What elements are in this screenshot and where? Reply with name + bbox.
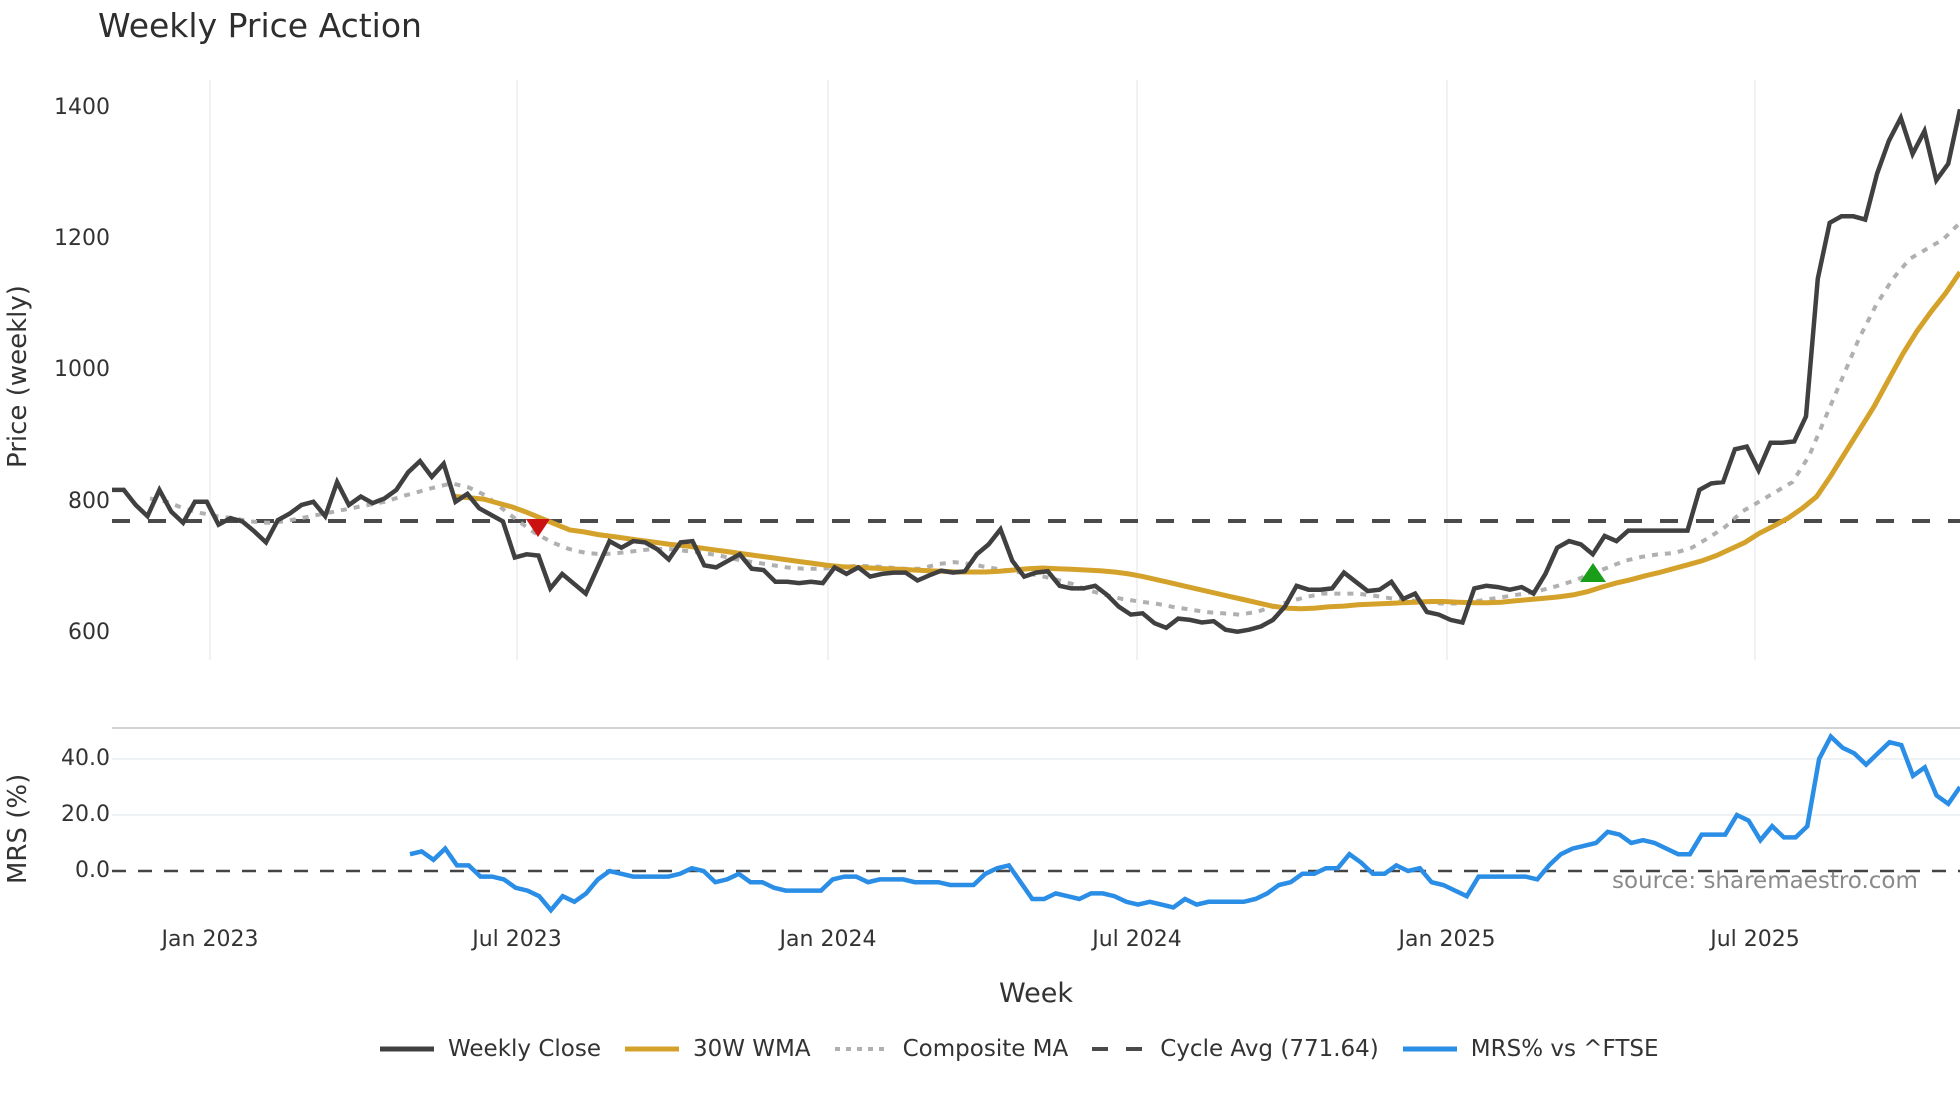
legend-label: 30W WMA: [692, 1036, 811, 1062]
price-ytick-1200: 1200: [54, 226, 110, 251]
source-attribution: source: sharemaestro.com: [1612, 868, 1918, 894]
chart-title: Weekly Price Action: [98, 6, 422, 45]
xtick-jan-2024: Jan 2024: [779, 927, 877, 952]
dashed-line-icon: [1092, 1047, 1147, 1051]
buy-signal-marker: [1580, 563, 1606, 582]
weekly-close-line: [112, 108, 1960, 634]
price-ytick-1000: 1000: [54, 357, 110, 382]
legend: Weekly Close 30W WMA Composite MA Cycle …: [378, 1036, 1681, 1062]
price-gridlines: [209, 80, 1756, 660]
price-ytick-600: 600: [68, 620, 110, 645]
composite-ma-line: [149, 221, 1960, 617]
xtick-jan-2025: Jan 2025: [1398, 927, 1496, 952]
legend-label: Cycle Avg (771.64): [1160, 1036, 1379, 1062]
mrs-gridlines: [112, 758, 1960, 816]
xtick-jul-2023: Jul 2023: [472, 927, 562, 952]
mrs-ytick-20: 20.0: [61, 802, 110, 827]
legend-item-composite-ma[interactable]: Composite MA: [833, 1036, 1069, 1062]
mrs-ytick-0: 0.0: [75, 858, 110, 883]
wma-line: [454, 270, 1960, 612]
solid-line-icon: [624, 1046, 679, 1052]
legend-item-mrs[interactable]: MRS% vs ^FTSE: [1401, 1036, 1659, 1062]
legend-label: Composite MA: [902, 1036, 1069, 1062]
dotted-line-icon: [834, 1047, 889, 1051]
solid-line-icon: [380, 1046, 434, 1052]
mrs-line: [409, 732, 1960, 914]
mrs-ytick-40: 40.0: [61, 746, 110, 771]
xtick-jan-2023: Jan 2023: [161, 927, 259, 952]
legend-item-cycle-avg[interactable]: Cycle Avg (771.64): [1090, 1036, 1379, 1062]
legend-label: Weekly Close: [448, 1036, 601, 1062]
legend-item-30w-wma[interactable]: 30W WMA: [623, 1036, 811, 1062]
sell-signal-marker: [526, 519, 550, 537]
xtick-jul-2025: Jul 2025: [1710, 927, 1800, 952]
price-ytick-1400: 1400: [54, 95, 110, 120]
xtick-jul-2024: Jul 2024: [1092, 927, 1182, 952]
price-ytick-800: 800: [68, 489, 110, 514]
solid-line-icon: [1402, 1046, 1457, 1052]
legend-label: MRS% vs ^FTSE: [1470, 1036, 1659, 1062]
x-axis-label: Week: [999, 978, 1073, 1009]
legend-item-weekly-close[interactable]: Weekly Close: [378, 1036, 601, 1062]
